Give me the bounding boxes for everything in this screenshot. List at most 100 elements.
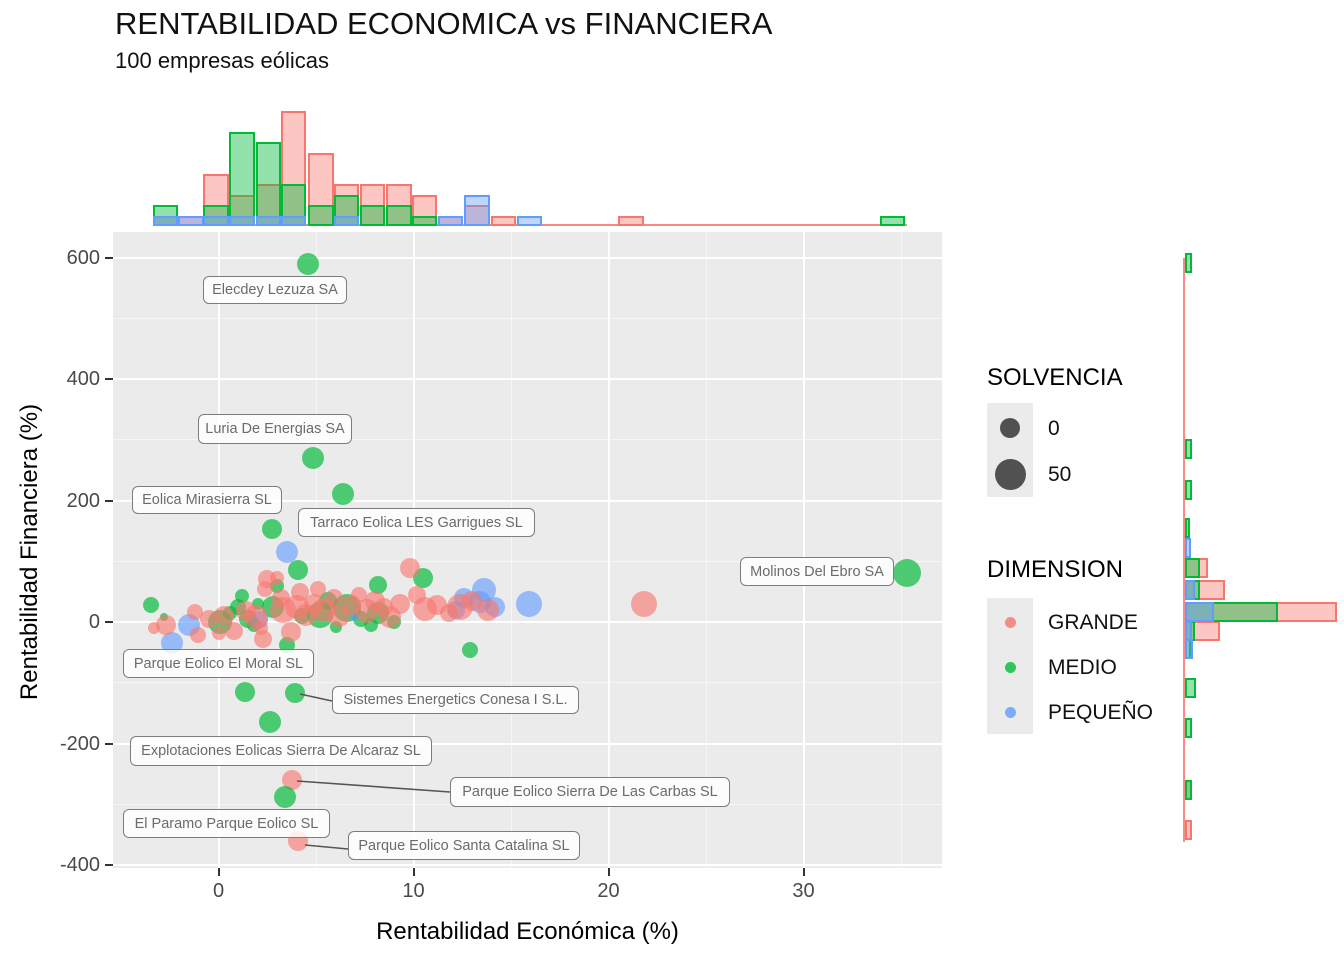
scatter-point: [309, 580, 326, 597]
gridline-major-y: [113, 256, 942, 259]
y-tick-label: -200: [59, 732, 100, 755]
top-histogram-bar-medio: [879, 215, 906, 226]
top-histogram-bar-medio: [229, 131, 255, 226]
top-histogram-bar-medio: [255, 142, 282, 226]
scatter-point: [199, 609, 218, 628]
scatter-point: [302, 446, 325, 469]
top-histogram-bar-pequeno: [333, 215, 360, 226]
legend-dimension-label-grande: GRANDE: [1048, 611, 1138, 634]
right-histogram-bar-medio: [1185, 518, 1190, 539]
top-histogram-bar-medio: [411, 215, 438, 226]
gridline-major-x: [802, 232, 805, 868]
top-histogram-bar-pequeno: [280, 215, 307, 226]
y-tick-label: 400: [66, 368, 100, 390]
x-tickmark: [412, 868, 415, 876]
scatter-point: [462, 641, 479, 658]
scatter-point: [234, 589, 249, 604]
legend-dimension-title: DIMENSION: [987, 556, 1124, 583]
y-tickmark: [105, 378, 113, 380]
scatter-point: [258, 711, 281, 734]
y-tickmark: [105, 742, 113, 745]
y-tickmark: [105, 499, 113, 502]
y-tickmark: [105, 256, 113, 259]
top-histogram-bar-medio: [333, 194, 360, 226]
legend-solvencia-label-0: 0: [1048, 417, 1060, 440]
top-histogram-bar-grande: [280, 110, 307, 226]
x-axis-title: Rentabilidad Económica (%): [376, 918, 679, 945]
right-histogram-bar-medio: [1185, 558, 1201, 579]
gridline-minor-x: [900, 232, 902, 868]
top-histogram-bar-grande: [308, 152, 334, 226]
dimension-medio-icon: [1004, 661, 1016, 673]
right-histogram-bar-medio: [1185, 479, 1192, 500]
x-tick-label: 20: [597, 880, 620, 902]
right-histogram-bar-medio: [1185, 439, 1192, 460]
dimension-grande-icon: [1004, 616, 1016, 628]
y-tickmark: [105, 621, 113, 623]
scatter-point: [280, 621, 301, 642]
scatter-point: [155, 615, 176, 636]
gridline-major-x: [607, 232, 610, 868]
right-histogram-bar-medio: [1185, 677, 1197, 698]
gridline-major-y: [113, 742, 942, 745]
annotation-label: Parque Eolico El Moral SL: [123, 649, 314, 678]
scatter-point: [350, 586, 367, 603]
gridline-major-y: [113, 621, 942, 623]
top-histogram-bar-medio: [386, 205, 412, 226]
scatter-point: [273, 785, 296, 808]
legend-solvencia-label-50: 50: [1048, 463, 1072, 486]
y-axis-title: Rentabilidad Financiera (%): [16, 403, 43, 701]
scatter-point: [190, 626, 207, 643]
y-tick-label: 200: [66, 489, 100, 512]
right-histogram-bar-medio: [1185, 779, 1192, 800]
scatter-point: [270, 571, 284, 586]
right-histogram-bar-pequeno: [1185, 580, 1195, 601]
legend-dimension-label-pequeno: PEQUEÑO: [1048, 701, 1154, 724]
right-histogram-bar-grande: [1185, 820, 1192, 841]
right-histogram-bar-pequeno: [1185, 620, 1192, 641]
y-tick-label: 0: [88, 611, 100, 633]
annotation-label: Sistemes Energetics Conesa I S.L.: [332, 686, 579, 714]
scatter-point: [254, 621, 269, 636]
scatter-point: [160, 632, 183, 655]
scatter-point: [476, 598, 499, 621]
solvencia-size-0-icon: [1000, 418, 1020, 438]
gridline-minor-x: [705, 232, 707, 868]
scatter-point: [262, 519, 283, 540]
gridline-minor-y: [113, 682, 942, 684]
x-tick-label: 10: [402, 880, 425, 902]
annotation-label: Luria De Energias SA: [198, 414, 352, 444]
annotation-label: Molinos Del Ebro SA: [740, 557, 894, 586]
dimension-pequeno-icon: [1004, 706, 1016, 718]
gridline-minor-y: [113, 439, 942, 441]
scatter-point: [630, 590, 657, 617]
scatter-point: [297, 252, 320, 275]
top-histogram-bar-pequeno: [437, 215, 464, 226]
scatter-point: [143, 596, 160, 613]
top-histogram-bar-medio: [280, 184, 307, 226]
scatter-point: [211, 625, 226, 640]
legend-solvencia-title: SOLVENCIA: [987, 364, 1123, 391]
right-histogram-bar-medio: [1185, 253, 1192, 274]
top-histogram-bar-pequeno: [255, 215, 282, 226]
right-histogram-bar-pequeno: [1185, 601, 1214, 622]
scatter-panel: [113, 232, 942, 868]
annotation-label: El Paramo Parque Eolico SL: [123, 809, 330, 838]
scatter-point: [332, 483, 355, 506]
annotation-label: Elecdey Lezuza SA: [203, 276, 347, 304]
right-histogram-bar-medio: [1185, 717, 1192, 739]
scatter-point: [324, 588, 343, 607]
gridline-minor-y: [113, 317, 942, 319]
gridline-major-y: [113, 864, 942, 866]
gridline-major-x: [217, 232, 220, 868]
top-histogram-bar-pequeno: [178, 215, 204, 226]
x-tickmark: [607, 868, 610, 876]
x-tick-label: 0: [212, 880, 225, 902]
gridline-major-y: [113, 499, 942, 502]
scatter-point: [515, 590, 542, 617]
annotation-label: Explotaciones Eolicas Sierra De Alcaraz …: [130, 736, 432, 766]
right-histogram-bar-pequeno: [1185, 639, 1193, 660]
y-tickmark: [105, 864, 113, 866]
x-tickmark: [802, 868, 805, 876]
